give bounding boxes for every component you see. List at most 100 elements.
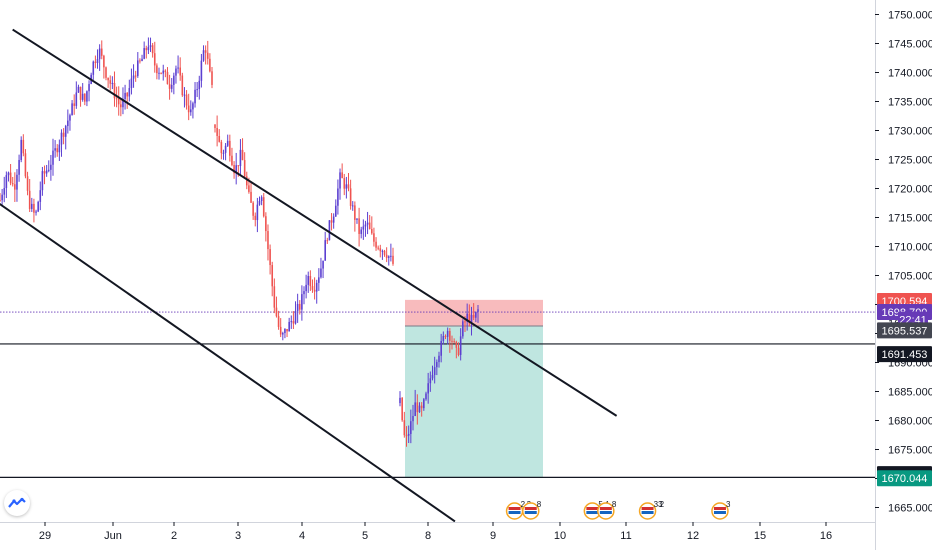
candle-body <box>442 335 445 341</box>
candle-body <box>451 340 453 342</box>
y-tick-label: 1705.000 <box>888 271 932 283</box>
economic-event-badge[interactable]: 8 <box>597 500 617 520</box>
candle-body <box>387 256 390 258</box>
candle-body <box>77 86 80 93</box>
candle-body <box>364 224 367 227</box>
candle-body <box>11 183 14 185</box>
candle-body <box>239 149 242 167</box>
candle-body <box>226 140 229 146</box>
candle-body <box>468 313 471 324</box>
candle-body <box>175 68 177 76</box>
candle-body <box>14 184 16 190</box>
candle-body <box>258 200 261 205</box>
candle-body <box>401 397 403 421</box>
flag-stripe <box>524 507 537 510</box>
candle-body <box>309 276 312 287</box>
economic-event-badge[interactable]: 8 <box>521 500 542 520</box>
candle-body <box>187 105 190 113</box>
candle-body <box>358 218 360 234</box>
candle-body <box>149 45 152 47</box>
candle-body <box>132 75 135 79</box>
candle-body <box>254 215 257 221</box>
candle-body <box>153 53 156 66</box>
candle-body <box>440 340 442 356</box>
candle-body <box>318 277 320 283</box>
candle-body <box>100 48 103 56</box>
candle-body <box>273 286 276 308</box>
candle-body <box>341 172 343 179</box>
flag-stripe <box>524 511 537 514</box>
candle-body <box>457 347 460 355</box>
candle-body <box>179 67 181 76</box>
y-tick-label: 1720.000 <box>888 184 932 196</box>
candle-body <box>0 200 1 202</box>
candle-body <box>347 184 350 189</box>
candle-body <box>209 58 211 72</box>
economic-event-badge[interactable]: 332 <box>638 500 665 520</box>
candle-body <box>18 159 20 175</box>
candle-body <box>229 140 231 156</box>
candle-body <box>420 405 423 409</box>
candle-body <box>324 240 326 261</box>
take-profit-zone[interactable] <box>405 325 543 478</box>
candle-body <box>31 203 33 209</box>
candle-body <box>431 374 434 379</box>
candle-body <box>405 435 408 437</box>
candle-body <box>371 228 373 234</box>
time-axis[interactable]: 29 Jun 2 3 4 5 8 9 10 11 12 15 16 <box>0 522 875 542</box>
candle-body <box>147 46 150 51</box>
candle-body <box>399 397 401 404</box>
candle-body <box>177 67 179 69</box>
candle-body <box>294 311 297 324</box>
candle-body <box>107 77 109 81</box>
x-tick-label: 16 <box>820 530 832 542</box>
candle-body <box>307 276 310 285</box>
candle-body <box>433 367 436 375</box>
candle-body <box>200 60 203 81</box>
x-tick-label: 29 <box>39 530 51 542</box>
candle-body <box>265 216 267 232</box>
y-tick-label: 1680.000 <box>888 416 932 428</box>
candle-body <box>139 60 141 62</box>
candle-body <box>271 265 274 287</box>
candle-body <box>3 188 6 195</box>
candle-body <box>373 233 375 242</box>
candle-body <box>360 229 363 234</box>
candle-body <box>410 421 412 434</box>
channel-upper-line[interactable] <box>12 28 618 417</box>
candle-body <box>233 165 235 174</box>
candle-body <box>377 247 379 249</box>
candle-body <box>345 184 348 189</box>
economic-event-badge[interactable]: 3 <box>711 500 731 520</box>
candle-body <box>58 144 61 153</box>
y-tick-label: 1665.000 <box>888 503 932 515</box>
tradingview-logo-icon[interactable] <box>4 490 30 516</box>
candle-body <box>151 45 154 54</box>
candle-body <box>170 84 173 89</box>
y-tick-label: 1730.000 <box>888 126 932 138</box>
y-tick-label: 1675.000 <box>888 445 932 457</box>
candle-body <box>67 120 69 127</box>
candle-body <box>86 91 88 102</box>
candle-body <box>218 135 221 142</box>
candle-body <box>438 355 440 363</box>
candle-body <box>126 92 128 97</box>
price-label-text: 1670.044 <box>882 473 928 485</box>
candle-body <box>260 197 263 201</box>
price-label-box <box>877 346 932 363</box>
candle-body <box>379 248 382 252</box>
candle-body <box>206 52 209 59</box>
candle-body <box>453 341 455 343</box>
candle-body <box>190 109 192 113</box>
flag-stripe <box>599 511 612 514</box>
candle-body <box>412 416 414 422</box>
candle-body <box>137 60 139 76</box>
price-axis[interactable]: 1750.000 1745.000 1740.000 1735.000 1730.000… <box>875 0 932 550</box>
trend-lines-layer <box>0 28 618 523</box>
candle-body <box>292 321 295 324</box>
price-label: 1670.044 <box>877 470 932 487</box>
candle-body <box>164 70 167 73</box>
channel-lower-line[interactable] <box>0 110 456 523</box>
